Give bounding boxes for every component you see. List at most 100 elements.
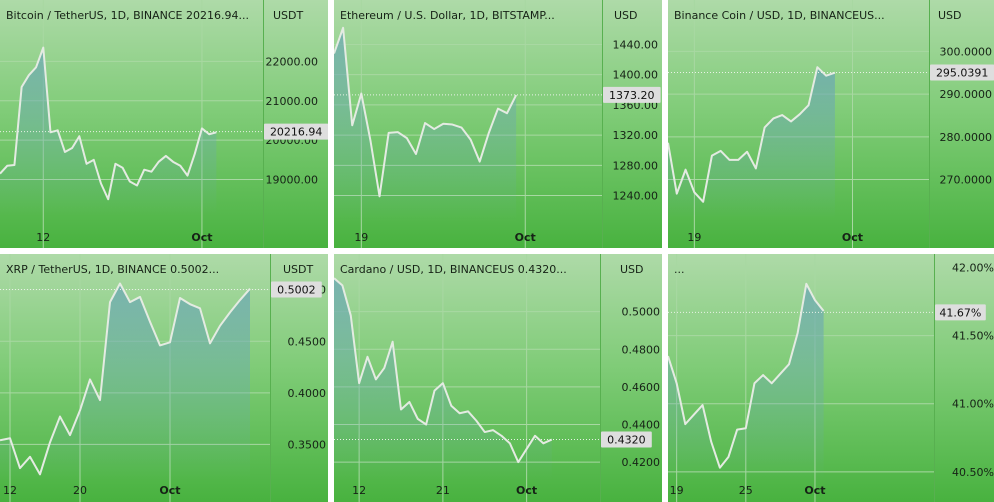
- data-point: [199, 307, 201, 309]
- data-point: [20, 86, 22, 88]
- y-tick-label: 0.4200: [622, 456, 661, 469]
- series-area: [0, 47, 217, 216]
- chart-title-btc: Bitcoin / TetherUS, 1D, BINANCE 20216.94…: [6, 9, 249, 22]
- chart-svg-eth[interactable]: 1240.001280.001320.001360.001400.001440.…: [334, 0, 662, 248]
- chart-panel-eth: 1240.00 1280.00 1320.00 1360.00 1400.00 1440.…: [334, 0, 662, 248]
- data-point: [424, 122, 426, 124]
- data-point: [136, 184, 138, 186]
- data-point: [745, 427, 747, 429]
- data-point: [781, 114, 783, 116]
- data-point: [788, 363, 790, 365]
- data-point: [458, 412, 460, 414]
- series-line[interactable]: [334, 277, 553, 464]
- data-point: [201, 127, 203, 129]
- chart-svg-bnb[interactable]: 270.0000 280.0000 290.0000 300.0000 19 Oct 295…: [668, 0, 994, 248]
- data-point: [675, 382, 677, 384]
- y-tick-label: 1240.00: [613, 190, 659, 203]
- data-point: [219, 325, 221, 327]
- last-price-label: 1373.20: [609, 89, 655, 102]
- data-point: [762, 374, 764, 376]
- x-tick-label: 21: [436, 484, 450, 497]
- series-area: [668, 67, 835, 218]
- data-point: [460, 126, 462, 128]
- data-point: [179, 297, 181, 299]
- y-tick-label: 22000.00: [266, 55, 319, 68]
- y-tick-label: 0.4500: [288, 335, 327, 348]
- data-point: [397, 131, 399, 133]
- last-price-label: 295.0391: [936, 67, 989, 80]
- data-point: [710, 441, 712, 443]
- data-point: [49, 441, 51, 443]
- data-point: [189, 303, 191, 305]
- data-point: [229, 311, 231, 313]
- y-tick-label: 300.0000: [940, 45, 993, 58]
- data-point: [693, 413, 695, 415]
- data-point: [99, 399, 101, 401]
- chart-panel-bnb: 270.0000 280.0000 290.0000 300.0000 19 Oct 295…: [668, 0, 994, 248]
- series-line[interactable]: [334, 26, 518, 198]
- data-point: [391, 341, 393, 343]
- data-point: [9, 437, 11, 439]
- y-tick-label: 42.00%: [952, 261, 994, 274]
- data-point: [149, 320, 151, 322]
- data-point: [488, 132, 490, 134]
- data-point: [719, 467, 721, 469]
- data-point: [753, 382, 755, 384]
- data-point: [378, 195, 380, 197]
- y-tick-label: 1280.00: [613, 159, 659, 172]
- data-point: [701, 404, 703, 406]
- chart-svg-dominance[interactable]: 40.50% 41.00% 41.50% 42.00% 19 25 Oct 41.67%: [668, 254, 994, 502]
- data-point: [467, 410, 469, 412]
- series-line[interactable]: [668, 66, 836, 203]
- currency-label-eth: USD: [614, 9, 638, 22]
- data-point: [383, 367, 385, 369]
- data-point: [442, 382, 444, 384]
- data-point: [442, 123, 444, 125]
- chart-panel-ada: 0.4200 0.4400 0.4600 0.4800 0.5000 12 21 Oct 0.4…: [334, 254, 662, 502]
- data-point: [450, 405, 452, 407]
- data-point: [525, 448, 527, 450]
- y-tick-label: 1320.00: [613, 129, 659, 142]
- data-point: [169, 341, 171, 343]
- data-point: [834, 72, 836, 74]
- chart-title-dominance: ...: [674, 263, 685, 276]
- data-point: [720, 150, 722, 152]
- data-point: [684, 423, 686, 425]
- series-line[interactable]: [668, 282, 825, 469]
- data-point: [239, 299, 241, 301]
- data-point: [351, 124, 353, 126]
- chart-title-xrp: XRP / TetherUS, 1D, BINANCE 0.5002...: [6, 263, 220, 276]
- data-point: [129, 301, 131, 303]
- series-area: [334, 278, 552, 480]
- y-tick-label: 40.50%: [952, 466, 994, 479]
- x-tick-label: Oct: [159, 484, 180, 497]
- data-point: [139, 296, 141, 298]
- data-point: [64, 151, 66, 153]
- data-point: [676, 192, 678, 194]
- series-line[interactable]: [0, 282, 251, 476]
- data-point: [534, 435, 536, 437]
- data-point: [497, 107, 499, 109]
- data-point: [107, 198, 109, 200]
- series-line[interactable]: [0, 46, 217, 201]
- data-point: [825, 75, 827, 77]
- chart-svg-ada[interactable]: 0.4200 0.4400 0.4600 0.4800 0.5000 12 21 Oct 0.4…: [334, 254, 662, 502]
- data-point: [433, 128, 435, 130]
- data-point: [736, 428, 738, 430]
- data-point: [350, 314, 352, 316]
- data-point: [822, 310, 824, 312]
- x-tick-label: Oct: [842, 231, 863, 244]
- data-point: [369, 139, 371, 141]
- data-point: [6, 165, 8, 167]
- data-point: [406, 137, 408, 139]
- last-price-badge: [930, 64, 994, 81]
- data-point: [475, 420, 477, 422]
- data-point: [194, 153, 196, 155]
- x-tick-label: 19: [354, 231, 368, 244]
- data-point: [814, 299, 816, 301]
- data-point: [69, 434, 71, 436]
- last-price-badge: [601, 431, 652, 448]
- data-point: [186, 174, 188, 176]
